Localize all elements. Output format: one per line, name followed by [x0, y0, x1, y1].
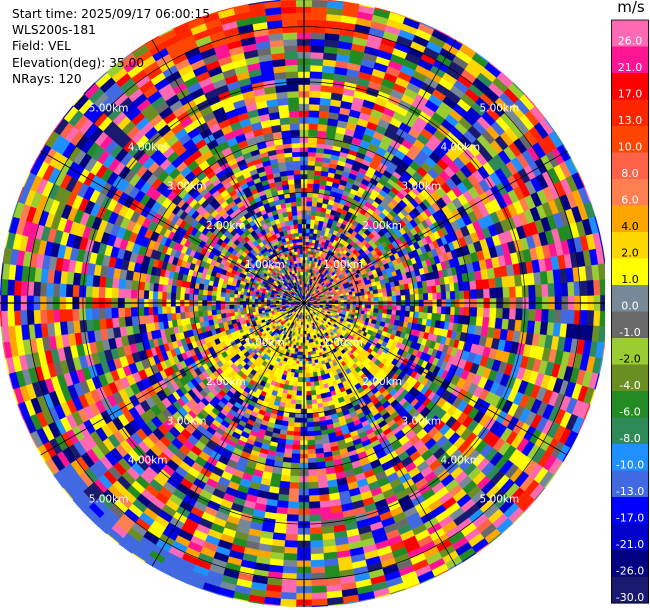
range-ring-label: 2.00km [206, 376, 246, 388]
colorbar-tick-label: 2.0 [621, 247, 639, 260]
range-ring-label: 4.00km [128, 454, 168, 466]
range-ring-label: 1.00km [323, 337, 363, 349]
colorbar-swatch [611, 20, 649, 48]
range-ring-label: 1.00km [323, 259, 363, 271]
colorbar-tick-label: -26.0 [616, 565, 644, 578]
azimuth-spoke [40, 150, 305, 304]
nrays-text: NRays: 120 [12, 71, 82, 86]
colorbar-tick-label: 0.0 [621, 300, 639, 313]
colorbar-tick-label: -8.0 [619, 432, 640, 445]
colorbar-tick-label: 13.0 [618, 114, 643, 127]
colorbar-tick-label: -4.0 [619, 379, 640, 392]
range-ring-label: 3.00km [167, 181, 207, 193]
colorbar-tick-label: -21.0 [616, 538, 644, 551]
colorbar-tick-label: -10.0 [616, 459, 644, 472]
colorbar-tick-label: -13.0 [616, 485, 644, 498]
range-ring-label: 5.00km [89, 103, 129, 115]
colorbar-swatch [611, 497, 649, 525]
azimuth-spokes [0, 0, 605, 607]
colorbar-swatch [611, 152, 649, 180]
colorbar-swatch [611, 338, 649, 366]
range-ring-label: 5.00km [480, 493, 520, 505]
colorbar-tick-label: 6.0 [621, 194, 639, 207]
start-time-text: Start time: 2025/09/17 06:00:15 [12, 7, 211, 21]
colorbar-swatch [611, 311, 649, 339]
colorbar-tick-label: 21.0 [618, 61, 643, 74]
azimuth-spoke [303, 39, 457, 304]
velocity-gate-group [31, 1, 605, 606]
colorbar-swatch [611, 46, 649, 74]
plot-metadata: Start time: 2025/09/17 06:00:15 WLS200s-… [12, 6, 210, 87]
azimuth-spoke [303, 302, 568, 456]
range-ring-label: 3.00km [401, 181, 441, 193]
colorbar-swatch [611, 285, 649, 313]
colorbar-tick-label: -6.0 [619, 406, 640, 419]
colorbar-swatch [611, 126, 649, 154]
colorbar-tick-label: 1.0 [621, 273, 639, 286]
colorbar-swatch [611, 470, 649, 498]
colorbar-swatch [611, 550, 649, 578]
range-ring-label: 5.00km [480, 103, 520, 115]
colorbar-tick-label: 10.0 [618, 141, 643, 154]
colorbar-tick-label: 8.0 [621, 167, 639, 180]
colorbar-tick-label: 17.0 [618, 88, 643, 101]
colorbar: 26.0 21.0 17.0 13.0 10.0 8.0 6.0 4.0 2.0 1.0 0.0 -1… [611, 19, 649, 604]
range-ring-label: 2.00km [362, 220, 402, 232]
azimuth-spoke [151, 302, 305, 567]
range-ring-label: 4.00km [440, 142, 480, 154]
range-ring-label: 2.00km [362, 376, 402, 388]
range-ring-label: 3.00km [167, 415, 207, 427]
ppi-plot: 1.00km 1.00km 1.00km 1.00km 2.00km 2.00km 2.00… [0, 0, 605, 608]
colorbar-swatch [611, 205, 649, 233]
azimuth-spoke [151, 39, 305, 304]
azimuth-spoke [303, 302, 457, 567]
colorbar-swatch [611, 523, 649, 551]
range-ring-label: 2.00km [206, 220, 246, 232]
colorbar-swatch [611, 99, 649, 127]
colorbar-tick-label: -17.0 [616, 512, 644, 525]
instrument-text: WLS200s-181 [12, 23, 96, 38]
colorbar-tick-label: 4.0 [621, 220, 639, 233]
colorbar-tick-label: -30.0 [616, 591, 644, 604]
colorbar-swatch [611, 258, 649, 286]
range-ring-labels: 1.00km 1.00km 1.00km 1.00km 2.00km 2.00km 2.00… [89, 103, 520, 506]
colorbar-unit: m/s [617, 0, 645, 16]
range-ring-label: 4.00km [440, 454, 480, 466]
colorbar-swatch [611, 179, 649, 207]
colorbar-swatch [611, 444, 649, 472]
colorbar-tick-label: 26.0 [618, 35, 643, 48]
colorbar-swatch [611, 364, 649, 392]
range-ring-label: 1.00km [245, 259, 285, 271]
range-ring-label: 3.00km [401, 415, 441, 427]
azimuth-spoke [40, 302, 305, 456]
colorbar-swatch [611, 576, 649, 604]
range-ring-label: 4.00km [128, 142, 168, 154]
range-ring-label: 5.00km [89, 493, 129, 505]
range-ring-label: 1.00km [245, 337, 285, 349]
elevation-text: Elevation(deg): 35.00 [12, 55, 144, 70]
colorbar-tick-label: -1.0 [619, 326, 640, 339]
colorbar-swatch [611, 391, 649, 419]
colorbar-swatch [611, 417, 649, 445]
colorbar-tick-label: -2.0 [619, 353, 640, 366]
azimuth-spoke [303, 150, 568, 304]
field-text: Field: VEL [12, 39, 71, 54]
colorbar-swatch [611, 73, 649, 101]
colorbar-swatch [611, 232, 649, 260]
